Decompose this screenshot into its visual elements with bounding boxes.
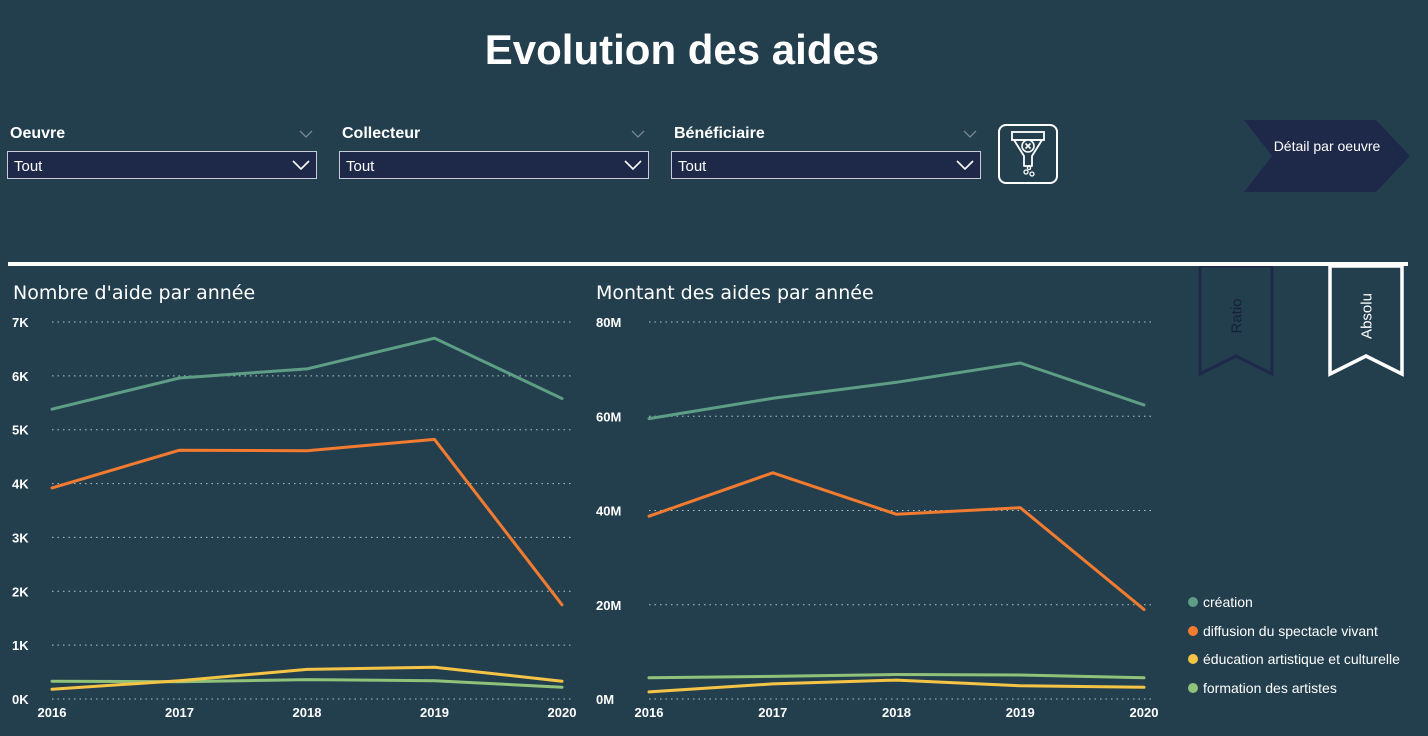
legend-dot-icon bbox=[1188, 625, 1198, 636]
funnel-clear-icon bbox=[1011, 131, 1045, 177]
series-line[interactable] bbox=[647, 673, 1146, 680]
y-tick-label: 40M bbox=[596, 504, 621, 519]
beneficiaire-selected-value: Tout bbox=[678, 158, 707, 175]
collapse-chevron-icon[interactable] bbox=[963, 122, 977, 146]
filter-collecteur: Collecteur Tout bbox=[339, 122, 649, 179]
oeuvre-dropdown[interactable]: Tout bbox=[7, 151, 317, 179]
oeuvre-selected-value: Tout bbox=[14, 158, 43, 175]
y-tick-label: 4K bbox=[12, 477, 29, 492]
filter-oeuvre: Oeuvre Tout bbox=[7, 122, 317, 179]
x-tick-label: 2019 bbox=[420, 705, 449, 720]
detail-button-label: Détail par oeuvre bbox=[1273, 138, 1381, 154]
legend-item[interactable]: création bbox=[1188, 588, 1400, 617]
series-line[interactable] bbox=[647, 361, 1146, 421]
legend-dot-icon bbox=[1188, 654, 1198, 665]
x-tick-label: 2016 bbox=[38, 705, 67, 720]
legend: création diffusion du spectacle vivant é… bbox=[1188, 588, 1400, 702]
detail-par-oeuvre-button[interactable]: Détail par oeuvre bbox=[1244, 120, 1412, 192]
y-tick-label: 60M bbox=[596, 409, 621, 424]
series-line[interactable] bbox=[50, 437, 564, 607]
legend-label: création bbox=[1203, 594, 1253, 611]
series-line[interactable] bbox=[50, 665, 564, 691]
y-tick-label: 80M bbox=[596, 315, 621, 330]
filter-beneficiaire: Bénéficiaire Tout bbox=[671, 122, 981, 179]
page-title: Evolution des aides bbox=[484, 26, 880, 73]
clear-filters-button[interactable] bbox=[998, 124, 1058, 184]
bookmark-ratio-label: Ratio bbox=[1228, 298, 1246, 334]
collapse-chevron-icon[interactable] bbox=[299, 122, 313, 146]
arrow-chevron-shape-icon bbox=[1244, 120, 1410, 192]
legend-label: diffusion du spectacle vivant bbox=[1203, 622, 1378, 639]
series-line[interactable] bbox=[647, 471, 1146, 611]
line-chart-nombre: 0K 1K 2K 3K 4K 5K 6K 7K 2016 2017 2018 2019 2020 bbox=[12, 315, 577, 720]
chevron-down-icon bbox=[624, 160, 642, 171]
x-tick-label: 2018 bbox=[293, 705, 322, 720]
series-line[interactable] bbox=[647, 678, 1146, 694]
y-tick-label: 2K bbox=[12, 584, 29, 599]
series-line[interactable] bbox=[50, 336, 564, 411]
filter-beneficiaire-label: Bénéficiaire bbox=[674, 125, 765, 142]
chart-title-nombre: Nombre d'aide par année bbox=[13, 282, 256, 304]
y-tick-label: 20M bbox=[596, 598, 621, 613]
legend-item[interactable]: éducation artistique et culturelle bbox=[1188, 645, 1400, 674]
chart-title-montant: Montant des aides par année bbox=[596, 282, 874, 304]
legend-dot-icon bbox=[1188, 682, 1198, 693]
y-tick-label: 5K bbox=[12, 423, 29, 438]
line-chart-montant: 0M 20M 40M 60M 80M 2016 2017 2018 2019 2020 bbox=[596, 315, 1159, 720]
legend-dot-icon bbox=[1188, 597, 1198, 608]
collecteur-dropdown[interactable]: Tout bbox=[339, 151, 649, 179]
bookmark-absolu-label: Absolu bbox=[1358, 293, 1376, 339]
legend-item[interactable]: diffusion du spectacle vivant bbox=[1188, 617, 1400, 646]
filter-collecteur-label: Collecteur bbox=[342, 125, 421, 142]
x-tick-label: 2018 bbox=[882, 705, 911, 720]
series-line[interactable] bbox=[50, 678, 564, 689]
legend-item[interactable]: formation des artistes bbox=[1188, 674, 1400, 703]
bookmark-ribbon-icon bbox=[1328, 266, 1404, 377]
legend-label: éducation artistique et culturelle bbox=[1203, 651, 1400, 668]
y-tick-label: 1K bbox=[12, 638, 29, 653]
x-tick-label: 2017 bbox=[165, 705, 194, 720]
bookmark-ribbon-icon bbox=[1198, 266, 1274, 377]
x-tick-label: 2019 bbox=[1006, 705, 1035, 720]
collecteur-selected-value: Tout bbox=[346, 158, 375, 175]
bookmark-absolu-button[interactable]: Absolu bbox=[1328, 266, 1406, 378]
y-tick-label: 3K bbox=[12, 530, 29, 545]
y-tick-label: 0M bbox=[596, 692, 614, 707]
x-tick-label: 2020 bbox=[1130, 705, 1159, 720]
beneficiaire-dropdown[interactable]: Tout bbox=[671, 151, 981, 179]
collapse-chevron-icon[interactable] bbox=[631, 122, 645, 146]
y-tick-label: 6K bbox=[12, 369, 29, 384]
y-tick-label: 0K bbox=[12, 692, 29, 707]
section-divider bbox=[8, 262, 1408, 266]
chevron-down-icon bbox=[956, 160, 974, 171]
y-tick-label: 7K bbox=[12, 315, 29, 330]
x-tick-label: 2020 bbox=[548, 705, 577, 720]
bookmark-ratio-button[interactable]: Ratio bbox=[1198, 266, 1276, 378]
legend-label: formation des artistes bbox=[1203, 679, 1337, 696]
filter-oeuvre-label: Oeuvre bbox=[10, 125, 66, 142]
chevron-down-icon bbox=[292, 160, 310, 171]
x-tick-label: 2017 bbox=[758, 705, 787, 720]
x-tick-label: 2016 bbox=[635, 705, 664, 720]
